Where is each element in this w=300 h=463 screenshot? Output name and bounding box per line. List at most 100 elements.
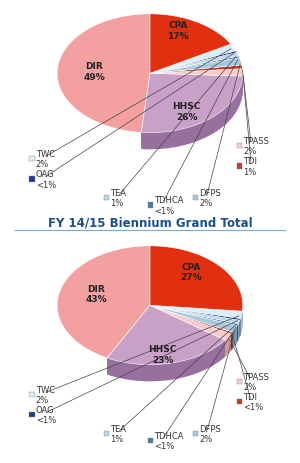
Polygon shape [57,15,150,133]
Polygon shape [237,324,238,327]
Polygon shape [237,324,238,333]
FancyBboxPatch shape [237,144,242,149]
Polygon shape [237,324,238,328]
Polygon shape [150,306,237,332]
Polygon shape [237,324,238,332]
FancyBboxPatch shape [193,195,198,201]
Polygon shape [231,332,233,343]
Text: DIR
43%: DIR 43% [85,284,107,303]
Polygon shape [231,332,233,347]
Polygon shape [231,332,233,342]
Polygon shape [237,324,238,338]
Polygon shape [238,320,240,335]
Polygon shape [107,340,225,381]
Polygon shape [141,77,243,145]
Polygon shape [237,324,238,329]
Polygon shape [231,332,233,344]
Polygon shape [107,340,225,368]
Polygon shape [141,77,243,140]
Polygon shape [231,332,233,338]
Polygon shape [240,319,241,337]
Polygon shape [240,319,241,325]
Text: HHSC
23%: HHSC 23% [148,344,177,364]
Polygon shape [233,326,237,345]
Polygon shape [141,77,243,144]
Polygon shape [107,340,225,369]
FancyBboxPatch shape [237,379,242,384]
Text: CPA
27%: CPA 27% [181,263,202,282]
Polygon shape [241,312,242,328]
Polygon shape [237,324,238,343]
Polygon shape [107,340,225,382]
Polygon shape [225,334,231,352]
Polygon shape [240,319,241,335]
Polygon shape [141,77,243,138]
Polygon shape [238,320,240,338]
Polygon shape [240,319,241,324]
Polygon shape [240,319,241,334]
Polygon shape [225,334,231,345]
Text: DFPS
2%: DFPS 2% [199,188,221,208]
Polygon shape [231,332,233,336]
Polygon shape [141,77,243,134]
Polygon shape [150,53,239,74]
Polygon shape [107,340,225,366]
FancyBboxPatch shape [193,431,198,436]
Polygon shape [241,312,242,333]
Polygon shape [150,306,242,319]
Polygon shape [238,320,240,332]
Polygon shape [238,320,240,336]
Polygon shape [107,306,225,365]
Polygon shape [141,77,243,139]
FancyBboxPatch shape [103,195,109,201]
Title: FY 14/15 Biennium Grand Total: FY 14/15 Biennium Grand Total [48,216,252,229]
Polygon shape [107,340,225,377]
Text: TWC
2%: TWC 2% [36,150,55,169]
Polygon shape [231,332,233,341]
FancyBboxPatch shape [148,203,153,208]
Polygon shape [238,320,240,330]
Polygon shape [231,332,233,335]
Polygon shape [150,306,231,340]
Polygon shape [241,312,242,320]
Polygon shape [240,319,241,322]
Polygon shape [240,319,241,330]
Polygon shape [231,332,233,345]
Polygon shape [231,332,233,349]
Text: DIR
49%: DIR 49% [83,62,105,81]
Polygon shape [241,312,242,323]
FancyBboxPatch shape [29,177,34,182]
Polygon shape [225,334,231,350]
FancyBboxPatch shape [237,399,242,405]
Polygon shape [225,334,231,356]
Polygon shape [233,326,237,337]
Polygon shape [225,334,231,341]
Text: TDI
1%: TDI 1% [244,157,257,176]
Polygon shape [107,340,225,370]
Text: HHSC
26%: HHSC 26% [172,102,201,121]
Polygon shape [150,306,238,326]
Polygon shape [107,340,225,367]
Polygon shape [233,326,237,341]
Polygon shape [231,332,233,340]
Polygon shape [237,324,238,335]
Polygon shape [233,326,237,347]
Polygon shape [237,324,238,336]
Polygon shape [107,340,225,371]
Polygon shape [241,312,242,326]
Text: TDI
<1%: TDI <1% [244,392,264,412]
Text: TEA
1%: TEA 1% [110,424,126,443]
Text: TEA
1%: TEA 1% [110,188,126,208]
Polygon shape [141,77,243,136]
Polygon shape [238,320,240,340]
Polygon shape [141,77,243,149]
Polygon shape [231,332,233,338]
Polygon shape [241,312,242,330]
Polygon shape [141,77,243,137]
Polygon shape [107,340,225,379]
Polygon shape [240,319,241,323]
FancyBboxPatch shape [103,431,109,436]
Polygon shape [141,77,243,141]
FancyBboxPatch shape [237,164,242,169]
Polygon shape [240,319,241,331]
